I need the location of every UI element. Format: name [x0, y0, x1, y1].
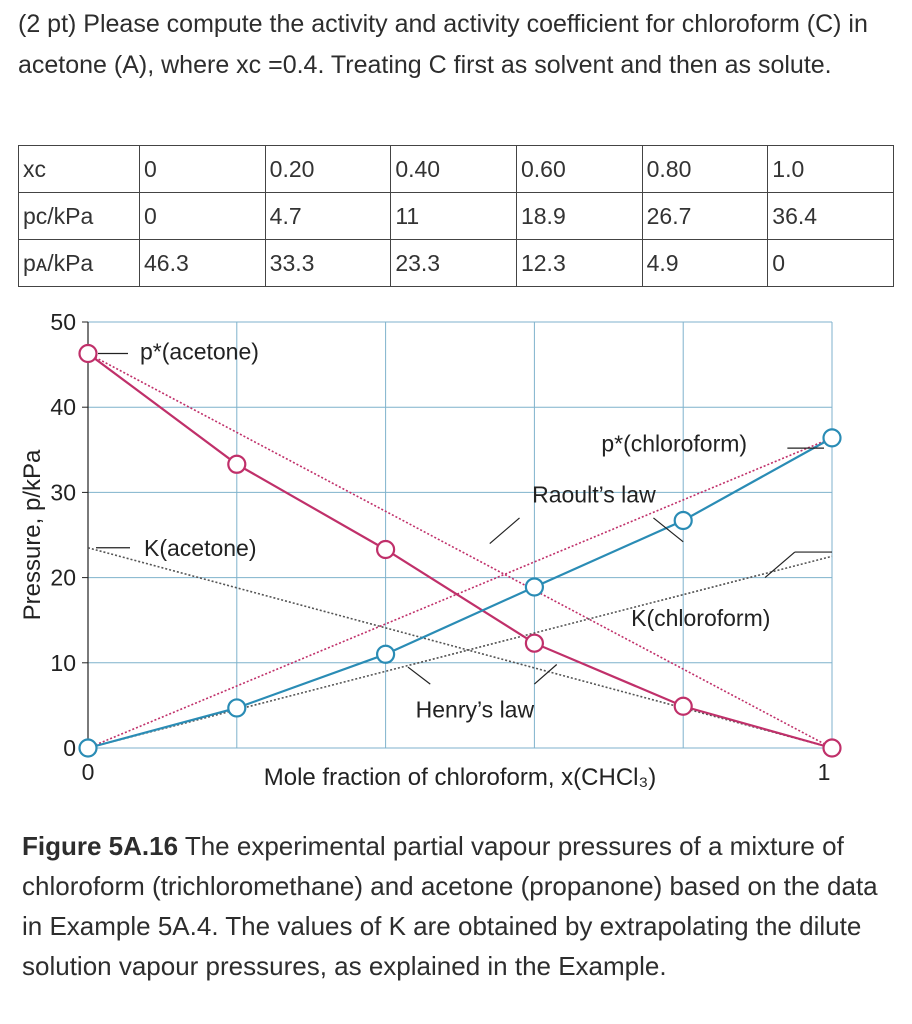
row-label: pᴀ/kPa [18, 239, 140, 287]
table-cell: 0 [139, 192, 266, 240]
y-tick-label: 10 [50, 650, 76, 676]
data-point-chloroform [822, 428, 842, 448]
x-axis-label: Mole fraction of chloroform, x(CHCl₃) [264, 764, 657, 791]
table-cell: 4.9 [641, 239, 769, 287]
table-cell: 0.20 [264, 145, 392, 193]
data-point-acetone [376, 539, 396, 560]
table-cell: 1.0 [767, 145, 894, 193]
annotation-henry: Henry’s law [416, 696, 535, 722]
table-cell: 0.60 [515, 145, 643, 193]
data-point-acetone [78, 343, 98, 364]
table-cell: 0.40 [390, 145, 517, 193]
annotation-p-acetone: p*(acetone) [140, 339, 259, 365]
reference-line [87, 555, 833, 749]
table-row: xᴄ 0 0.20 0.40 0.60 0.80 1.0 [18, 145, 894, 193]
x-tick-label: 1 [818, 759, 831, 785]
reference-line [87, 547, 833, 749]
y-tick-label: 0 [63, 735, 76, 761]
data-point-chloroform [227, 698, 247, 718]
data-point-chloroform [376, 644, 396, 664]
table-cell: 0 [139, 145, 266, 193]
data-table: xᴄ 0 0.20 0.40 0.60 0.80 1.0 pᴄ/kPa 0 4.7 11 18.9 26… [18, 145, 894, 287]
table-row: pᴄ/kPa 0 4.7 11 18.9 26.7 36.4 [18, 192, 894, 240]
table-cell: 46.3 [139, 239, 266, 287]
leader-line [534, 664, 558, 685]
table-cell: 0 [767, 239, 894, 287]
data-point-acetone [673, 696, 693, 716]
table-cell: 33.3 [264, 239, 392, 287]
table-cell: 36.4 [767, 192, 894, 240]
data-point-acetone [822, 738, 842, 758]
figure-label: Figure 5A.16 [22, 831, 179, 861]
y-axis-label: Pressure, p/kPa [19, 449, 46, 620]
data-point-chloroform [78, 738, 98, 758]
row-label: pᴄ/kPa [18, 192, 140, 240]
series-line-acetone [87, 352, 833, 750]
leader-line [764, 551, 796, 579]
annotation-k-acetone: K(acetone) [144, 535, 257, 561]
y-tick-label: 20 [50, 565, 76, 591]
table-cell: 0.80 [641, 145, 769, 193]
question-text: (2 pt) Please compute the activity and a… [18, 10, 868, 79]
table-cell: 4.7 [264, 192, 392, 240]
table-cell: 26.7 [641, 192, 769, 240]
y-tick-label: 40 [50, 394, 76, 420]
leader-line [407, 666, 431, 685]
table-cell: 12.3 [515, 239, 643, 287]
annotation-raoult: Raoult’s law [532, 482, 656, 508]
reference-line [87, 352, 833, 749]
leader-line [489, 517, 520, 544]
series-line-chloroform [87, 436, 833, 750]
figure-caption: Figure 5A.16 The experimental partial va… [22, 826, 882, 986]
row-label: xᴄ [18, 145, 140, 193]
table-cell: 18.9 [515, 192, 643, 240]
leader-line [653, 517, 684, 543]
table-cell: 11 [390, 192, 517, 240]
table-row: pᴀ/kPa 46.3 33.3 23.3 12.3 4.9 0 [18, 239, 894, 287]
vapour-pressure-chart: 0 10 20 30 40 50 0 1 Mole fraction of chloroform… [19, 309, 842, 791]
data-point-chloroform [524, 577, 545, 597]
y-tick-label: 50 [50, 309, 76, 335]
table-cell: 23.3 [390, 239, 517, 287]
annotation-k-chloroform: K(chloroform) [631, 605, 770, 631]
data-point-acetone [227, 454, 247, 474]
y-tick-label: 30 [50, 479, 76, 505]
annotation-p-chloroform: p*(chloroform) [601, 431, 747, 457]
caption-text: The experimental partial vapour pressure… [22, 831, 878, 981]
data-point-chloroform [673, 510, 693, 531]
x-tick-label: 0 [82, 759, 95, 785]
data-point-acetone [524, 633, 545, 653]
